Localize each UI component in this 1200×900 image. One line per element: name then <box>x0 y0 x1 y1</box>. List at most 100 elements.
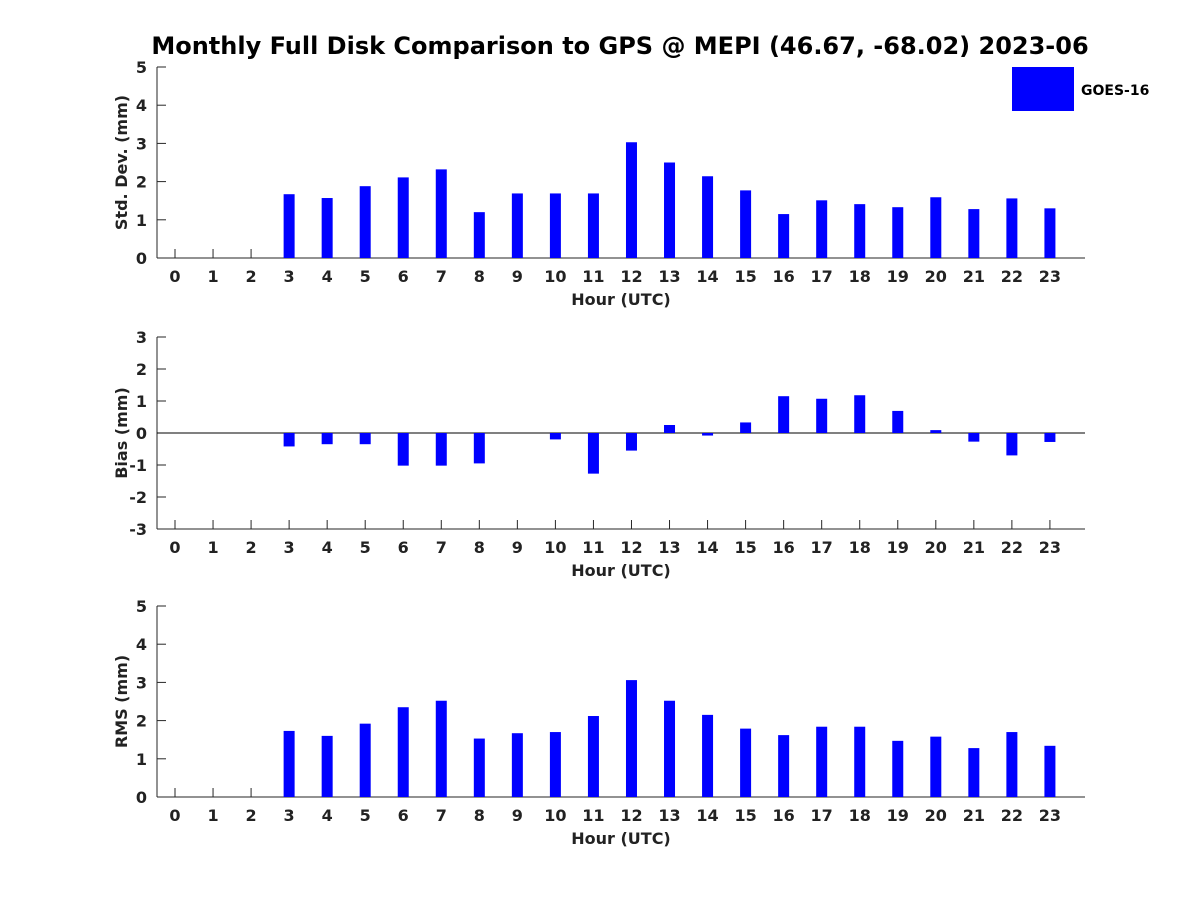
bar-hour-15 <box>740 422 752 433</box>
x-axis-label: Hour (UTC) <box>571 829 671 848</box>
legend-label: GOES-16 <box>1081 83 1149 99</box>
bar-hour-12 <box>625 433 637 451</box>
x-tick-label: 16 <box>773 538 795 557</box>
bar-hour-20 <box>930 430 942 433</box>
bar-hour-6 <box>397 177 409 258</box>
x-tick-label: 8 <box>474 806 485 825</box>
bar-hour-13 <box>664 425 676 433</box>
bar-hour-8 <box>473 738 485 797</box>
bar-hour-6 <box>397 433 409 466</box>
x-tick-label: 12 <box>620 806 642 825</box>
bar-hour-16 <box>778 214 790 258</box>
bar-hour-6 <box>397 707 409 797</box>
x-tick-label: 4 <box>322 538 333 557</box>
x-tick-label: 8 <box>474 538 485 557</box>
x-tick-label: 9 <box>512 267 523 286</box>
x-tick-label: 10 <box>544 267 566 286</box>
bar-hour-11 <box>587 193 599 258</box>
bar-hour-16 <box>778 735 790 797</box>
x-tick-label: 10 <box>544 538 566 557</box>
x-tick-label: 20 <box>925 267 947 286</box>
y-tick-label: 0 <box>136 249 147 268</box>
x-tick-label: 22 <box>1001 806 1023 825</box>
bar-hour-14 <box>702 176 714 258</box>
bar-hour-18 <box>854 726 866 797</box>
bar-hour-3 <box>283 194 295 258</box>
bar-hour-12 <box>625 142 637 258</box>
bar-hour-5 <box>359 723 371 797</box>
bar-hour-15 <box>740 728 752 797</box>
y-tick-label: 2 <box>136 360 147 379</box>
x-tick-label: 16 <box>773 806 795 825</box>
x-tick-label: 23 <box>1039 538 1061 557</box>
bar-hour-9 <box>511 733 523 797</box>
bar-hour-8 <box>473 212 485 258</box>
bar-hour-8 <box>473 433 485 464</box>
x-tick-label: 16 <box>773 267 795 286</box>
y-tick-label: 2 <box>136 712 147 731</box>
x-tick-label: 22 <box>1001 538 1023 557</box>
x-tick-label: 6 <box>398 538 409 557</box>
bar-hour-10 <box>549 433 561 440</box>
bar-hour-18 <box>854 395 866 433</box>
bar-hour-5 <box>359 433 371 445</box>
bar-hour-4 <box>321 433 333 445</box>
x-tick-label: 3 <box>284 806 295 825</box>
x-tick-label: 18 <box>849 267 871 286</box>
bar-hour-17 <box>816 200 828 258</box>
bar-hour-10 <box>549 193 561 258</box>
y-tick-label: 4 <box>136 96 147 115</box>
x-tick-label: 17 <box>811 538 833 557</box>
y-tick-label: -1 <box>129 456 147 475</box>
legend-swatch <box>1012 67 1074 111</box>
bar-hour-15 <box>740 190 752 258</box>
x-axis-label: Hour (UTC) <box>571 290 671 309</box>
x-tick-label: 11 <box>582 806 604 825</box>
bar-hour-11 <box>587 433 599 474</box>
bar-hour-12 <box>625 680 637 797</box>
x-tick-label: 20 <box>925 538 947 557</box>
x-tick-label: 22 <box>1001 267 1023 286</box>
x-tick-label: 19 <box>887 538 909 557</box>
bar-hour-18 <box>854 204 866 258</box>
bar-hour-14 <box>702 714 714 797</box>
x-tick-label: 2 <box>246 538 257 557</box>
x-tick-label: 14 <box>696 538 718 557</box>
bar-hour-17 <box>816 398 828 433</box>
x-tick-label: 9 <box>512 538 523 557</box>
y-tick-label: 3 <box>136 134 147 153</box>
x-tick-label: 9 <box>512 806 523 825</box>
bar-hour-22 <box>1006 433 1018 456</box>
bar-hour-16 <box>778 396 790 433</box>
bar-hour-10 <box>549 732 561 797</box>
x-tick-label: 10 <box>544 806 566 825</box>
y-tick-label: 5 <box>136 58 147 77</box>
y-tick-label: 1 <box>136 211 147 230</box>
x-tick-label: 7 <box>436 806 447 825</box>
x-tick-label: 4 <box>322 806 333 825</box>
x-tick-label: 13 <box>658 267 680 286</box>
x-tick-label: 11 <box>582 267 604 286</box>
bar-hour-17 <box>816 726 828 797</box>
y-tick-label: -2 <box>129 488 147 507</box>
x-tick-label: 12 <box>620 538 642 557</box>
y-tick-label: 3 <box>136 673 147 692</box>
bar-hour-4 <box>321 735 333 797</box>
x-tick-label: 23 <box>1039 267 1061 286</box>
x-tick-label: 19 <box>887 267 909 286</box>
x-tick-label: 8 <box>474 267 485 286</box>
x-tick-label: 17 <box>811 267 833 286</box>
x-tick-label: 0 <box>169 267 180 286</box>
x-tick-label: 21 <box>963 806 985 825</box>
bar-hour-7 <box>435 433 447 466</box>
chart-title: Monthly Full Disk Comparison to GPS @ ME… <box>151 32 1088 60</box>
x-tick-label: 23 <box>1039 806 1061 825</box>
x-tick-label: 21 <box>963 538 985 557</box>
legend: GOES-16 <box>1012 67 1149 111</box>
x-tick-label: 1 <box>207 267 218 286</box>
x-tick-label: 0 <box>169 806 180 825</box>
x-tick-label: 13 <box>658 806 680 825</box>
